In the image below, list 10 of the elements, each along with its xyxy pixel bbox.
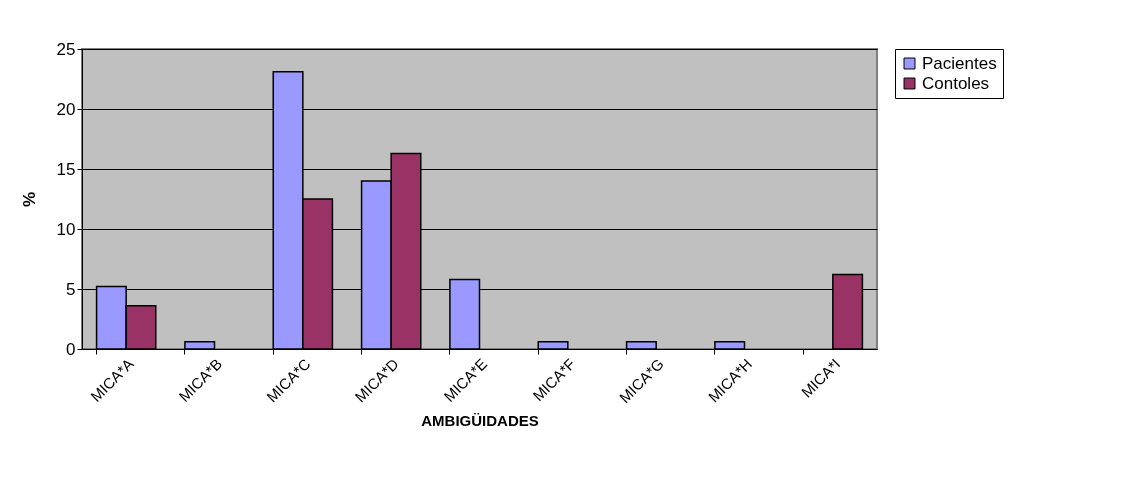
y-axis-title: %	[19, 191, 39, 208]
y-tick-label: 20	[56, 99, 76, 119]
y-tick-label: 0	[66, 339, 76, 359]
legend-label: Pacientes	[922, 53, 997, 73]
y-tick-label: 5	[66, 279, 76, 299]
y-tick-label: 25	[56, 39, 76, 59]
y-tick-label: 15	[56, 159, 76, 179]
legend-label: Contoles	[922, 73, 990, 93]
y-tick-label: 10	[56, 219, 76, 239]
x-axis-title: AMBIGÜIDADES	[421, 412, 539, 429]
